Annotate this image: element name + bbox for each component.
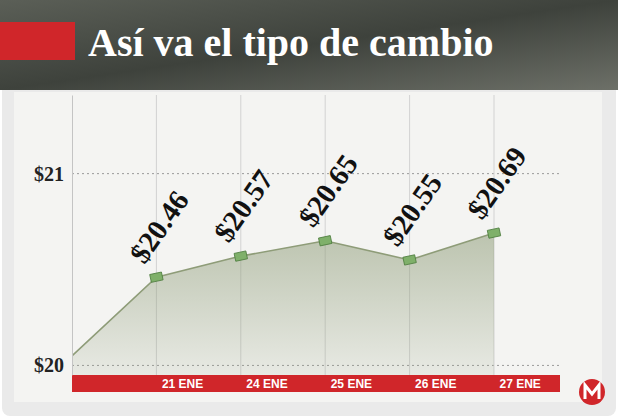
x-tick: 24 ENE [241, 375, 287, 391]
panel-background [2, 80, 616, 416]
marker [403, 255, 416, 265]
marker [150, 272, 163, 282]
x-tick-label: 21 ENE [162, 377, 203, 391]
x-tick: 27 ENE [495, 375, 541, 391]
marker [318, 236, 331, 246]
chart-title: Así va el tipo de cambio [88, 20, 494, 65]
data-label: $20.69 [461, 141, 533, 225]
y-tick-label: $21 [34, 163, 64, 185]
marker-group [487, 228, 500, 238]
x-axis-bar [72, 375, 560, 392]
data-label: $20.55 [376, 168, 448, 252]
grid [72, 95, 560, 392]
title-banner [0, 0, 618, 90]
marker-group [234, 251, 247, 261]
marker-group [150, 272, 163, 282]
y-tick-label: $20 [34, 354, 64, 376]
logo-mark [585, 385, 599, 399]
x-tick-label: 27 ENE [500, 377, 541, 391]
x-tick: 26 ENE [410, 375, 456, 391]
x-tick-label: 24 ENE [246, 377, 287, 391]
data-labels: $20.46$20.57$20.65$20.55$20.69 [123, 141, 533, 269]
chart-svg: Así va el tipo de cambio $20 $21 21 ENE 24 E… [0, 0, 618, 420]
y-tick: $21 [34, 163, 72, 185]
data-label: $20.65 [292, 149, 364, 233]
data-label: $20.46 [123, 185, 195, 269]
chart-container: Así va el tipo de cambio $20 $21 21 ENE 24 E… [0, 0, 618, 420]
y-axis-line [72, 96, 73, 376]
marker-group [318, 236, 331, 246]
marker [234, 251, 247, 261]
logo [579, 379, 605, 405]
data-label: $20.57 [208, 164, 280, 248]
x-tick-label: 26 ENE [415, 377, 456, 391]
marker-group [403, 255, 416, 265]
logo-circle [579, 379, 605, 405]
x-axis: 21 ENE 24 ENE 25 ENE 26 ENE 27 ENE [73, 375, 541, 391]
y-axis: $20 $21 [34, 96, 73, 377]
plot-background [14, 92, 602, 402]
x-tick: 21 ENE [157, 375, 203, 391]
y-tick: $20 [34, 354, 72, 376]
marker [487, 228, 500, 238]
title-accent [0, 22, 75, 60]
x-tick: 25 ENE [326, 375, 372, 391]
x-tick-label: 25 ENE [331, 377, 372, 391]
